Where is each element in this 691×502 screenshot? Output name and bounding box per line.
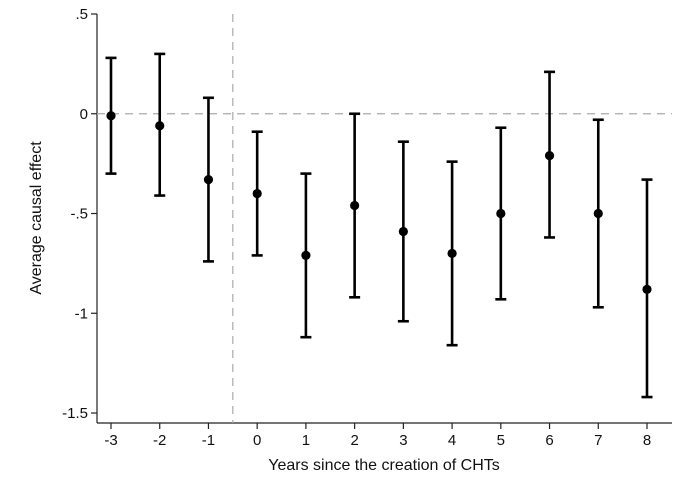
estimate-group [397,140,409,323]
point-estimate [155,121,165,131]
point-estimate [496,208,506,219]
x-tick-label: 2 [350,432,358,449]
estimate-group [349,112,361,299]
estimate-group [154,52,166,197]
point-estimate [544,151,555,161]
x-tick-label: 8 [643,432,651,449]
point-estimate [593,208,603,219]
y-tick-label: -1.5 [62,405,88,422]
estimate-group [105,56,117,175]
point-estimate [301,250,311,261]
point-estimate [447,248,457,259]
x-tick-label: 1 [302,432,310,449]
point-estimate [642,284,652,294]
reference-lines [97,14,672,423]
point-estimate [106,111,116,121]
x-tick-label: 0 [253,432,261,449]
estimate-group [300,172,312,339]
x-tick-label: 6 [545,432,553,449]
x-tick-label: -3 [104,432,117,449]
estimate-group [251,130,263,257]
y-axis-title: Average causal effect [28,141,45,295]
estimate-group [202,96,214,263]
x-axis-ticks: -3 -2 -1 0 1 2 3 4 5 6 7 8 [104,423,651,449]
estimates [105,52,653,399]
point-estimate [398,226,408,237]
x-tick-label: 3 [399,432,407,449]
estimate-group [641,178,653,399]
estimate-group [544,70,556,239]
point-estimate [350,200,360,211]
estimate-group [495,126,507,301]
y-tick-label: .5 [75,6,88,23]
point-estimate [252,188,262,199]
y-tick-label: -1 [75,305,88,322]
y-tick-label: 0 [80,106,88,123]
x-tick-label: -1 [202,432,215,449]
x-axis-title: Years since the creation of CHTs [268,457,500,474]
x-tick-label: -2 [153,432,166,449]
y-axis-ticks: .5 0 -.5 -1 -1.5 [62,6,97,422]
x-tick-label: 4 [448,432,456,449]
y-tick-label: -.5 [70,206,88,223]
point-estimate [203,174,214,185]
estimate-group [446,160,458,347]
x-tick-label: 7 [594,432,602,449]
x-tick-label: 5 [497,432,505,449]
estimate-group [592,118,604,309]
